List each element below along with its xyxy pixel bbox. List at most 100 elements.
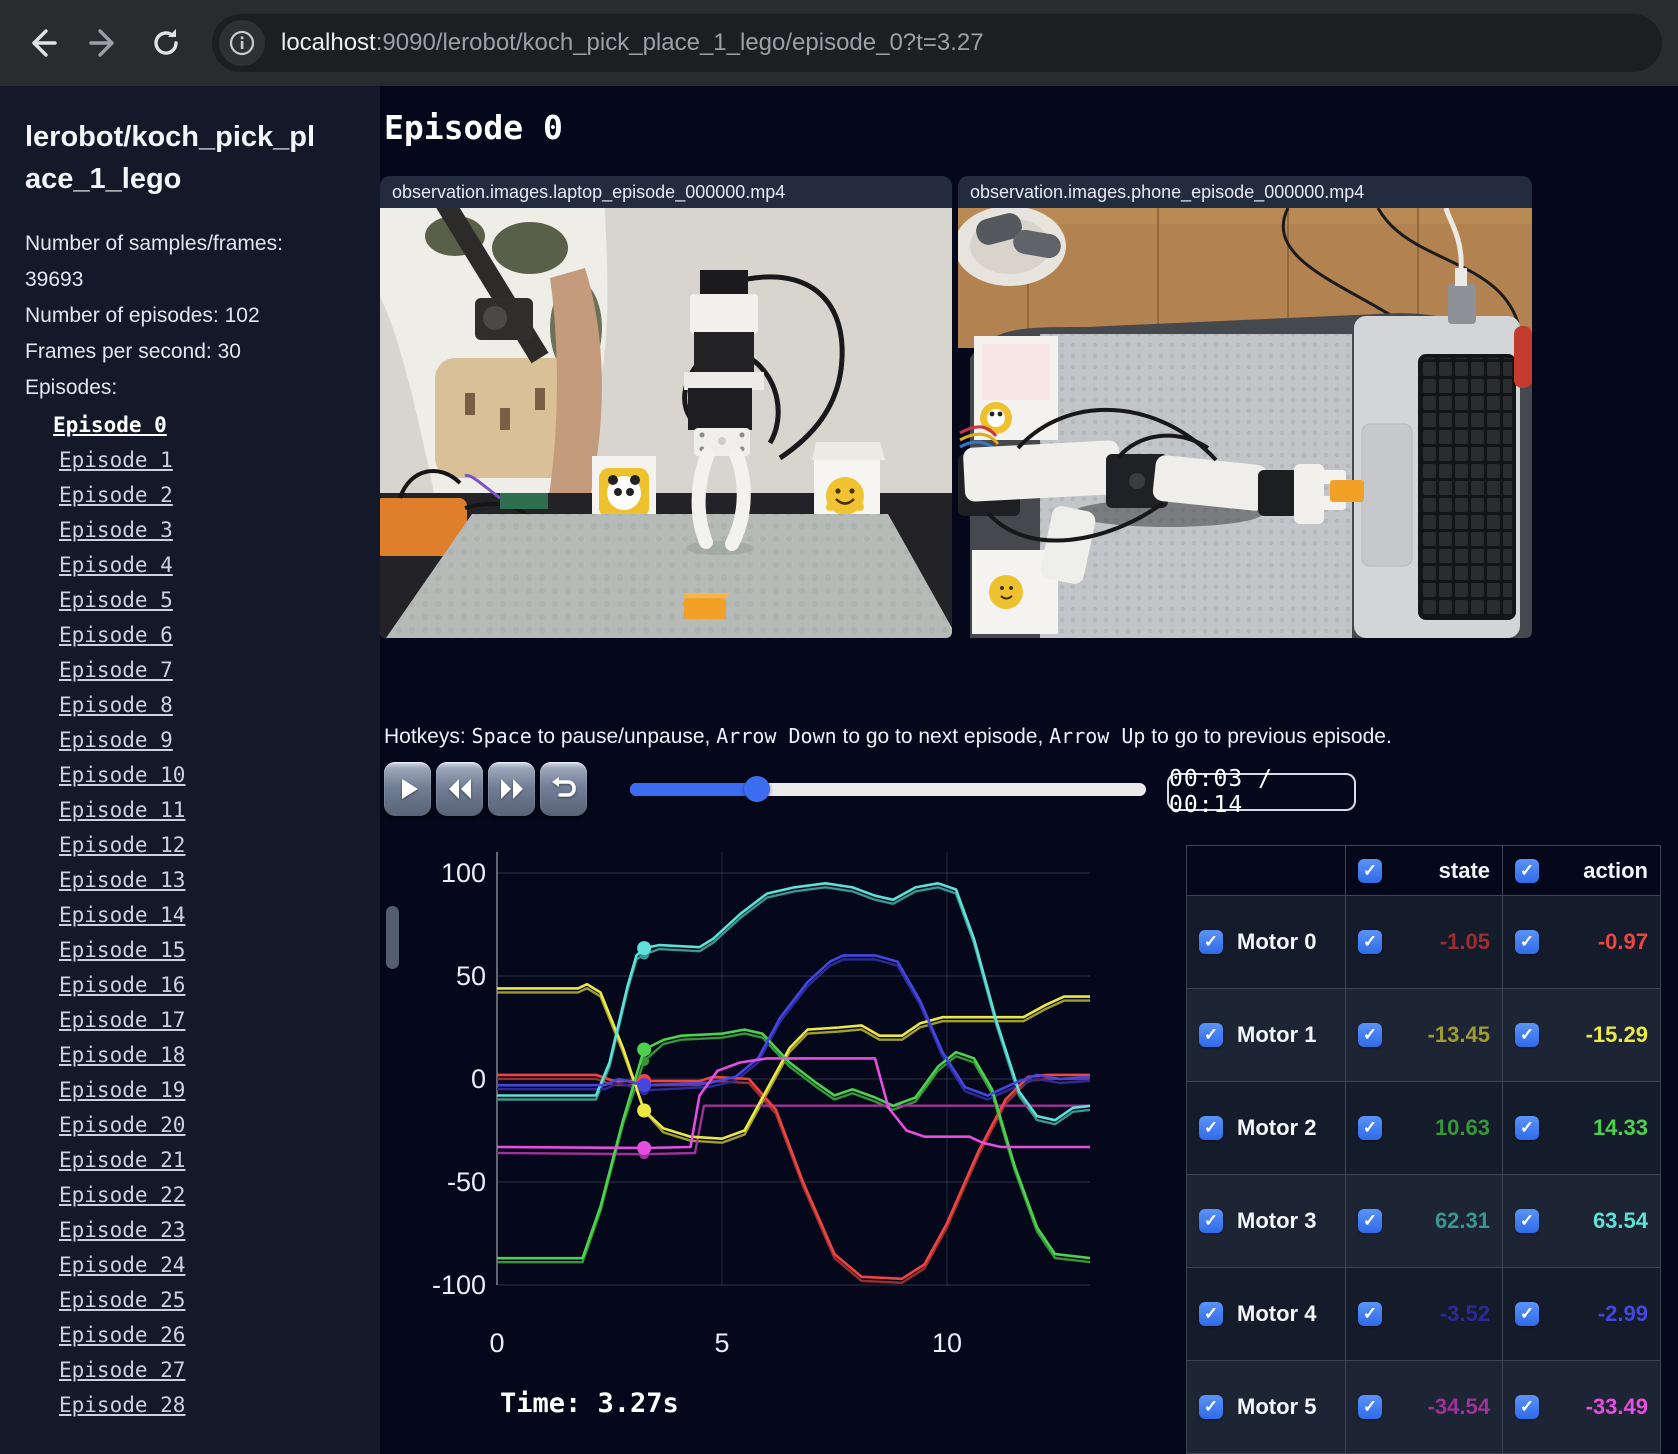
episode-link[interactable]: Episode 23 bbox=[59, 1218, 186, 1242]
checkbox[interactable]: ✓ bbox=[1358, 1209, 1382, 1233]
sidebar-info-line: Episodes: bbox=[25, 376, 118, 399]
episode-link[interactable]: Episode 4 bbox=[59, 553, 173, 577]
motor-row: ✓ Motor 5 ✓ -34.54 ✓ -33.49 bbox=[1186, 1360, 1661, 1454]
episode-link[interactable]: Episode 5 bbox=[59, 588, 173, 612]
episode-link[interactable]: Episode 3 bbox=[59, 518, 173, 542]
episode-link[interactable]: Episode 27 bbox=[59, 1358, 186, 1382]
checkbox[interactable]: ✓ bbox=[1358, 1395, 1382, 1419]
episode-link[interactable]: Episode 14 bbox=[59, 903, 186, 927]
chart-series bbox=[497, 881, 1090, 1285]
play-button[interactable] bbox=[384, 762, 431, 816]
checkbox[interactable]: ✓ bbox=[1358, 930, 1382, 954]
phone-camera-video[interactable] bbox=[958, 208, 1532, 638]
hotkey-name: Space bbox=[471, 724, 532, 748]
episode-link[interactable]: Episode 21 bbox=[59, 1148, 186, 1172]
browser-back-button[interactable] bbox=[16, 17, 68, 69]
checkbox[interactable]: ✓ bbox=[1515, 1116, 1539, 1140]
episode-row: Episode 26 bbox=[59, 1318, 380, 1353]
hotkey-name: Arrow Down bbox=[716, 724, 837, 748]
checkbox[interactable]: ✓ bbox=[1199, 1116, 1223, 1140]
episode-link[interactable]: Episode 7 bbox=[59, 658, 173, 682]
action-value: -33.49 bbox=[1585, 1394, 1648, 1419]
episode-link[interactable]: Episode 20 bbox=[59, 1113, 186, 1137]
header-action: ✓ action bbox=[1502, 845, 1661, 896]
site-info-button[interactable] bbox=[219, 20, 265, 66]
motor-row: ✓ Motor 3 ✓ 62.31 ✓ 63.54 bbox=[1186, 1174, 1661, 1268]
column-label: state bbox=[1438, 857, 1490, 883]
laptop-camera-video[interactable] bbox=[380, 208, 952, 638]
checkbox[interactable]: ✓ bbox=[1199, 1302, 1223, 1326]
episode-link[interactable]: Episode 2 bbox=[59, 483, 173, 507]
checkbox[interactable]: ✓ bbox=[1199, 1395, 1223, 1419]
video-card-laptop: observation.images.laptop_episode_000000… bbox=[380, 176, 952, 638]
episode-link[interactable]: Episode 16 bbox=[59, 973, 186, 997]
checkbox[interactable]: ✓ bbox=[1199, 1023, 1223, 1047]
laptop bbox=[1354, 316, 1520, 638]
hotkey-name: Arrow Up bbox=[1049, 724, 1146, 748]
motor-name: Motor 3 bbox=[1237, 1208, 1317, 1233]
checkbox[interactable]: ✓ bbox=[1199, 1209, 1223, 1233]
checkbox[interactable]: ✓ bbox=[1358, 1023, 1382, 1047]
episode-link[interactable]: Episode 25 bbox=[59, 1288, 186, 1312]
checkbox[interactable]: ✓ bbox=[1358, 858, 1382, 883]
episode-link[interactable]: Episode 13 bbox=[59, 868, 186, 892]
slider-thumb[interactable] bbox=[743, 776, 770, 802]
checkbox[interactable]: ✓ bbox=[1515, 1209, 1539, 1233]
episode-link[interactable]: Episode 22 bbox=[59, 1183, 186, 1207]
episode-link[interactable]: Episode 11 bbox=[59, 798, 186, 822]
episode-link[interactable]: Episode 6 bbox=[59, 623, 173, 647]
motor-name: Motor 0 bbox=[1237, 929, 1317, 954]
chart-line bbox=[497, 1028, 1090, 1260]
motor-name-wrap: ✓ Motor 1 bbox=[1199, 1022, 1333, 1048]
play-icon bbox=[401, 779, 418, 799]
rewind-button[interactable] bbox=[436, 762, 483, 816]
loop-button[interactable] bbox=[540, 762, 587, 816]
checkbox[interactable]: ✓ bbox=[1358, 1116, 1382, 1140]
motor-name-wrap: ✓ Motor 3 bbox=[1199, 1208, 1333, 1234]
state-value: -1.05 bbox=[1439, 929, 1490, 954]
person-arm bbox=[545, 268, 602, 520]
orange-lego-block bbox=[684, 598, 726, 619]
episode-link[interactable]: Episode 24 bbox=[59, 1253, 186, 1277]
motor-name-wrap: ✓ Motor 5 bbox=[1199, 1394, 1333, 1420]
episode-link[interactable]: Episode 1 bbox=[59, 448, 173, 472]
episode-link[interactable]: Episode 19 bbox=[59, 1078, 186, 1102]
value-wrap: ✓ -1.05 bbox=[1358, 929, 1490, 955]
episode-link[interactable]: Episode 17 bbox=[59, 1008, 186, 1032]
checkbox[interactable]: ✓ bbox=[1515, 1023, 1539, 1047]
episode-link[interactable]: Episode 10 bbox=[59, 763, 186, 787]
motor-row: ✓ Motor 4 ✓ -3.52 ✓ -2.99 bbox=[1186, 1267, 1661, 1361]
checkbox[interactable]: ✓ bbox=[1199, 930, 1223, 954]
browser-reload-button[interactable] bbox=[140, 17, 192, 69]
checkbox[interactable]: ✓ bbox=[1515, 930, 1539, 954]
episode-link[interactable]: Episode 15 bbox=[59, 938, 186, 962]
video-caption-laptop: observation.images.laptop_episode_000000… bbox=[380, 176, 952, 208]
checkbox[interactable]: ✓ bbox=[1358, 1302, 1382, 1326]
episode-link[interactable]: Episode 12 bbox=[59, 833, 186, 857]
episode-link[interactable]: Episode 9 bbox=[59, 728, 173, 752]
episode-row: Episode 4 bbox=[59, 548, 380, 583]
address-bar[interactable]: localhost:9090/lerobot/koch_pick_place_1… bbox=[212, 14, 1662, 72]
sidebar-info-line: Number of episodes: 102 bbox=[25, 304, 260, 327]
scrollbar-thumb[interactable] bbox=[386, 906, 399, 969]
chart-line bbox=[497, 982, 1090, 1140]
back-arrow-icon bbox=[32, 29, 57, 57]
current-time-dot bbox=[637, 1103, 652, 1118]
episode-link[interactable]: Episode 0 bbox=[53, 413, 167, 437]
browser-forward-button[interactable] bbox=[78, 17, 130, 69]
episode-link[interactable]: Episode 28 bbox=[59, 1393, 186, 1417]
hotkeys-help: Hotkeys: Space to pause/unpause, Arrow D… bbox=[384, 724, 1392, 749]
action-value-cell: ✓ 14.33 bbox=[1502, 1081, 1661, 1175]
checkbox[interactable]: ✓ bbox=[1515, 858, 1539, 883]
arm-cables bbox=[986, 408, 1218, 543]
motor-name-cell: ✓ Motor 2 bbox=[1186, 1081, 1346, 1175]
episode-link[interactable]: Episode 8 bbox=[59, 693, 173, 717]
fast-forward-button[interactable] bbox=[488, 762, 535, 816]
motor-name: Motor 4 bbox=[1237, 1301, 1317, 1326]
action-value: 14.33 bbox=[1592, 1115, 1648, 1140]
episode-link[interactable]: Episode 18 bbox=[59, 1043, 186, 1067]
episode-link[interactable]: Episode 26 bbox=[59, 1323, 186, 1347]
checkbox[interactable]: ✓ bbox=[1515, 1395, 1539, 1419]
seek-slider[interactable] bbox=[630, 776, 1146, 802]
checkbox[interactable]: ✓ bbox=[1515, 1302, 1539, 1326]
